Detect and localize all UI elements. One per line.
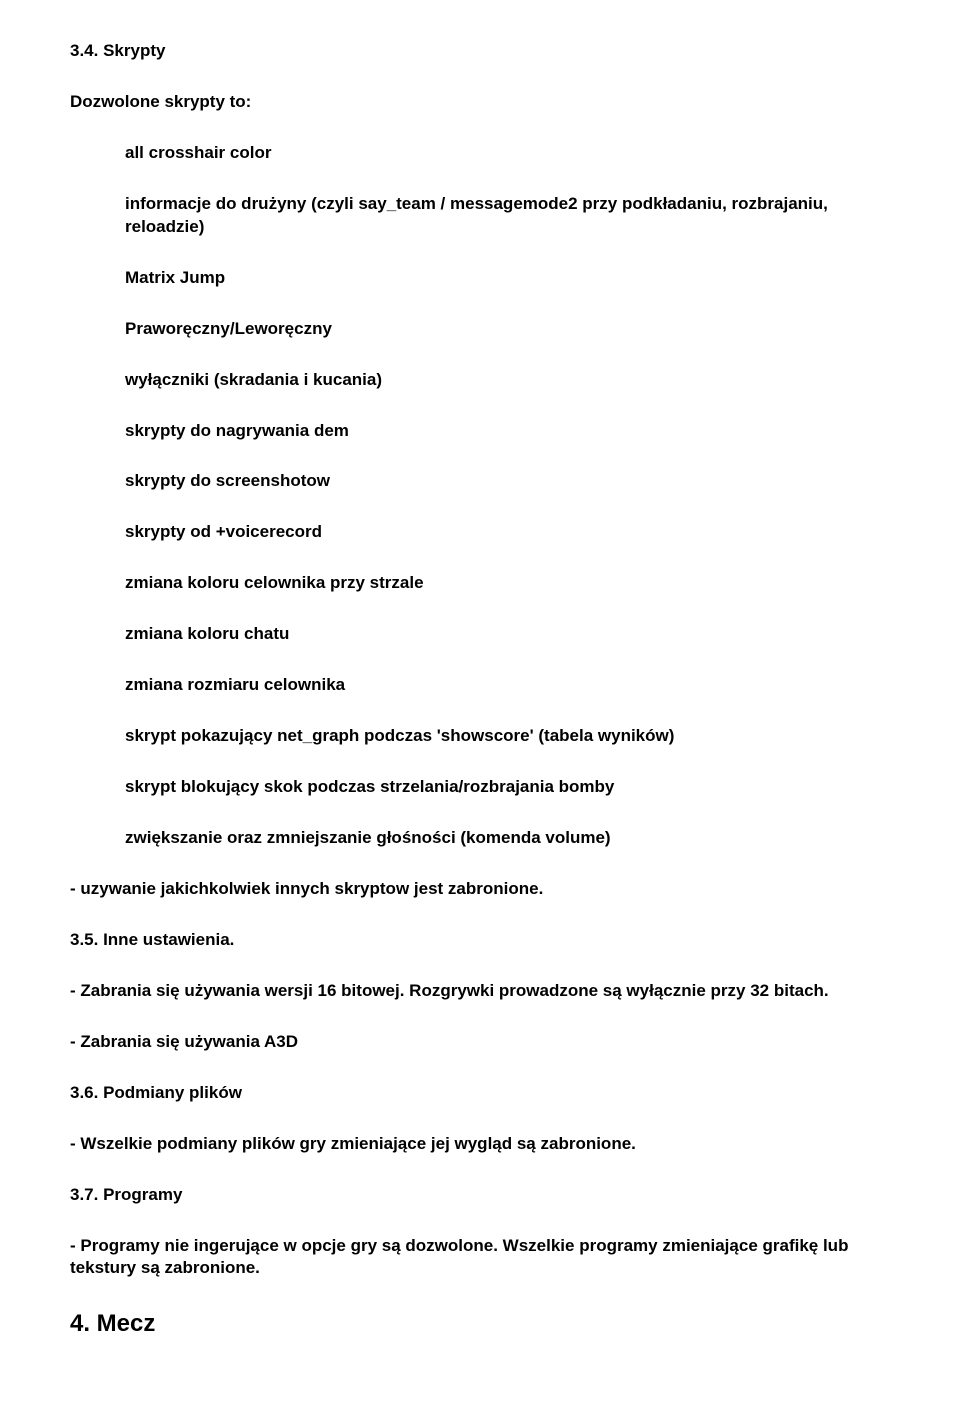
list-item: skrypty od +voicerecord [125, 521, 890, 544]
list-item: zmiana koloru celownika przy strzale [125, 572, 890, 595]
list-item: all crosshair color [125, 142, 890, 165]
section-3-7-title: 3.7. Programy [70, 1184, 890, 1207]
allowed-scripts-list: all crosshair color informacje do drużyn… [70, 142, 890, 850]
section-3-5-p2: - Zabrania się używania A3D [70, 1031, 890, 1054]
list-item: zmiana koloru chatu [125, 623, 890, 646]
section-3-6-p1: - Wszelkie podmiany plików gry zmieniają… [70, 1133, 890, 1156]
list-item: informacje do drużyny (czyli say_team / … [125, 193, 890, 239]
list-item: Praworęczny/Leworęczny [125, 318, 890, 341]
list-item: skrypty do nagrywania dem [125, 420, 890, 443]
list-item: skrypt blokujący skok podczas strzelania… [125, 776, 890, 799]
section-4-title: 4. Mecz [70, 1308, 890, 1340]
section-3-4-intro: Dozwolone skrypty to: [70, 91, 890, 114]
list-item: zmiana rozmiaru celownika [125, 674, 890, 697]
list-item: Matrix Jump [125, 267, 890, 290]
section-3-7-p1: - Programy nie ingerujące w opcje gry są… [70, 1235, 890, 1281]
list-item: skrypty do screenshotow [125, 470, 890, 493]
section-3-4-title: 3.4. Skrypty [70, 40, 890, 63]
list-item: wyłączniki (skradania i kucania) [125, 369, 890, 392]
list-item: skrypt pokazujący net_graph podczas 'sho… [125, 725, 890, 748]
section-3-4-outro: - uzywanie jakichkolwiek innych skryptow… [70, 878, 890, 901]
list-item: zwiększanie oraz zmniejszanie głośności … [125, 827, 890, 850]
section-3-5-title: 3.5. Inne ustawienia. [70, 929, 890, 952]
section-3-5-p1: - Zabrania się używania wersji 16 bitowe… [70, 980, 890, 1003]
section-3-6-title: 3.6. Podmiany plików [70, 1082, 890, 1105]
